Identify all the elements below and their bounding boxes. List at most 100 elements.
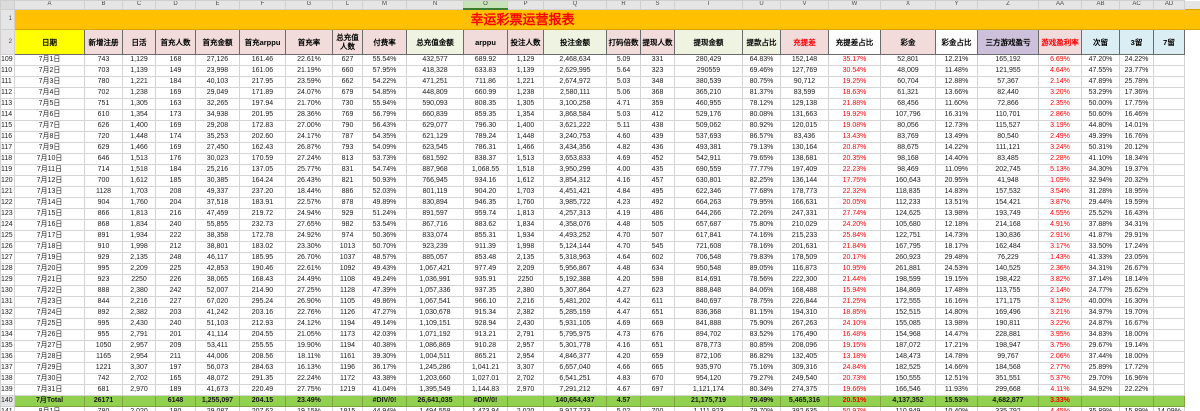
cell-charge_withdraw_diff[interactable]: 247,331: [780, 208, 829, 220]
cell-first_pay_rate[interactable]: 27.24%: [285, 153, 333, 165]
cell-total_pay_amount[interactable]: 432,577: [406, 54, 464, 66]
cell-pay_rate[interactable]: #DIV/0!: [362, 395, 407, 407]
cell-d3_retention[interactable]: 17.75%: [1119, 98, 1154, 110]
cell-first_pay_rate[interactable]: 24.12%: [285, 318, 333, 330]
cell-bonus[interactable]: 182,525: [880, 362, 936, 374]
cell-bonus_ratio[interactable]: 11.09%: [935, 164, 978, 176]
cell-new_reg[interactable]: 743: [84, 54, 123, 66]
cell-first_pay_amount[interactable]: 27,126: [195, 54, 240, 66]
cell-third_party_pnl[interactable]: 80,540: [977, 131, 1039, 143]
header-third_party_pnl[interactable]: 三方游戏盈亏: [977, 29, 1039, 55]
cell-withdraw_users[interactable]: 438: [640, 120, 675, 132]
header-arppu[interactable]: arppu: [463, 29, 508, 55]
cell-new_reg[interactable]: 780: [84, 406, 123, 411]
cell-first_pay_amount[interactable]: 47,459: [195, 208, 240, 220]
cell-charge_withdraw_diff[interactable]: 83,436: [780, 131, 829, 143]
cell-arppu[interactable]: 859.35: [463, 109, 508, 121]
cell-first_arppu[interactable]: 220.49: [239, 384, 286, 396]
cell-arppu[interactable]: 911.39: [463, 241, 508, 253]
cell-first_pay_amount[interactable]: 52,007: [195, 285, 240, 297]
cell-d7_retention[interactable]: [1153, 87, 1185, 99]
cell-d7_retention[interactable]: [1153, 351, 1185, 363]
cell-bet_amount[interactable]: 2,580,111: [543, 87, 607, 99]
cell-first_pay_amount[interactable]: 38,801: [195, 241, 240, 253]
cell-withdraw_ratio[interactable]: 79.95%: [742, 197, 781, 209]
cell-d3_retention[interactable]: [1119, 395, 1154, 407]
cell-charge_withdraw_diff[interactable]: 116,873: [780, 263, 829, 275]
cell-bet_users[interactable]: 2,970: [507, 384, 544, 396]
cell-first_pay_users[interactable]: 169: [155, 142, 196, 154]
cell-total_pay_amount[interactable]: 621,129: [406, 131, 464, 143]
cell-d7_retention[interactable]: [1153, 54, 1185, 66]
cell-d7_retention[interactable]: [1153, 230, 1185, 242]
cell-bet_amount[interactable]: 5,318,963: [543, 252, 607, 264]
cell-bet_amount[interactable]: 5,301,778: [543, 340, 607, 352]
cell-date[interactable]: 7月4日: [14, 87, 85, 99]
cell-bonus_ratio[interactable]: 15.53%: [935, 395, 978, 407]
cell-dau[interactable]: 2,791: [122, 329, 156, 341]
cell-withdraw_users[interactable]: 651: [640, 340, 675, 352]
cell-new_reg[interactable]: 892: [84, 307, 123, 319]
cell-first_pay_users[interactable]: 184: [155, 76, 196, 88]
cell-total_pay_amount[interactable]: 1,203,660: [406, 373, 464, 385]
cell-first_pay_users[interactable]: 149: [155, 65, 196, 77]
cell-d7_retention[interactable]: [1153, 307, 1185, 319]
cell-pay_rate[interactable]: 54.09%: [362, 142, 407, 154]
cell-d1_retention[interactable]: 37.88%: [1081, 219, 1120, 231]
cell-total_pay_users[interactable]: 790: [332, 120, 363, 132]
cell-bonus_ratio[interactable]: 14.78%: [935, 351, 978, 363]
select-all-corner[interactable]: [0, 0, 15, 10]
cell-bet_amount[interactable]: 3,100,258: [543, 98, 607, 110]
cell-charge_withdraw_diff[interactable]: 178,509: [780, 252, 829, 264]
row-number[interactable]: 1: [0, 8, 15, 30]
cell-withdraw_ratio[interactable]: 80.92%: [742, 120, 781, 132]
cell-first_pay_users[interactable]: 184: [155, 164, 196, 176]
cell-pay_rate[interactable]: 49.89%: [362, 197, 407, 209]
cell-dau[interactable]: 2,135: [122, 252, 156, 264]
cell-total_pay_users[interactable]: 1037: [332, 252, 363, 264]
cell-third_party_pnl[interactable]: 162,484: [977, 241, 1039, 253]
cell-first_pay_amount[interactable]: 35,253: [195, 131, 240, 143]
cell-cw_diff_ratio[interactable]: 20.35%: [828, 153, 881, 165]
cell-bonus[interactable]: 260,923: [880, 252, 936, 264]
report-title[interactable]: 幸运彩票运营报表: [14, 8, 1200, 30]
cell-first_arppu[interactable]: 284.63: [239, 362, 286, 374]
row-number[interactable]: 133: [0, 318, 15, 330]
cell-date[interactable]: 7月10日: [14, 153, 85, 165]
cell-total_pay_users[interactable]: 679: [332, 87, 363, 99]
cell-third_party_pnl[interactable]: 351,551: [977, 373, 1039, 385]
cell-date[interactable]: 7月24日: [14, 307, 85, 319]
cell-total_pay_amount[interactable]: 891,597: [406, 208, 464, 220]
cell-first_pay_amount[interactable]: 27,450: [195, 142, 240, 154]
cell-d3_retention[interactable]: 19.37%: [1119, 164, 1154, 176]
cell-first_pay_rate[interactable]: 24.94%: [285, 208, 333, 220]
cell-total_pay_users[interactable]: 1194: [332, 318, 363, 330]
cell-game_profit_rate[interactable]: 2.36%: [1038, 263, 1082, 275]
header-d3_retention[interactable]: 3留: [1119, 29, 1154, 55]
cell-wager_multiple[interactable]: 5.03: [606, 109, 641, 121]
cell-charge_withdraw_diff[interactable]: 90,712: [780, 76, 829, 88]
cell-bet_amount[interactable]: 6,541,251: [543, 373, 607, 385]
cell-withdraw_amount[interactable]: 1,111,923: [674, 406, 743, 411]
cell-d1_retention[interactable]: 29.70%: [1081, 373, 1120, 385]
cell-arppu[interactable]: 946.35: [463, 197, 508, 209]
cell-date[interactable]: 7月14日: [14, 197, 85, 209]
cell-pay_rate[interactable]: 55.94%: [362, 98, 407, 110]
cell-wager_multiple[interactable]: 4.48: [606, 263, 641, 275]
column-letter-L[interactable]: L: [332, 0, 363, 10]
cell-bet_amount[interactable]: 3,950,299: [543, 164, 607, 176]
cell-new_reg[interactable]: 995: [84, 318, 123, 330]
cell-new_reg[interactable]: 646: [84, 153, 123, 165]
cell-first_arppu[interactable]: 204.15: [239, 395, 286, 407]
cell-bet_amount[interactable]: 5,285,159: [543, 307, 607, 319]
cell-d3_retention[interactable]: 23.77%: [1119, 65, 1154, 77]
cell-first_pay_rate[interactable]: 28.36%: [285, 109, 333, 121]
cell-first_arppu[interactable]: 217.95: [239, 76, 286, 88]
cell-bonus_ratio[interactable]: 14.40%: [935, 153, 978, 165]
cell-date[interactable]: 8月1日: [14, 406, 85, 411]
cell-third_party_pnl[interactable]: 140,525: [977, 263, 1039, 275]
cell-d3_retention[interactable]: 19.59%: [1119, 197, 1154, 209]
cell-total_pay_users[interactable]: 1105: [332, 296, 363, 308]
cell-d1_retention[interactable]: 41.87%: [1081, 230, 1120, 242]
cell-cw_diff_ratio[interactable]: 13.18%: [828, 351, 881, 363]
